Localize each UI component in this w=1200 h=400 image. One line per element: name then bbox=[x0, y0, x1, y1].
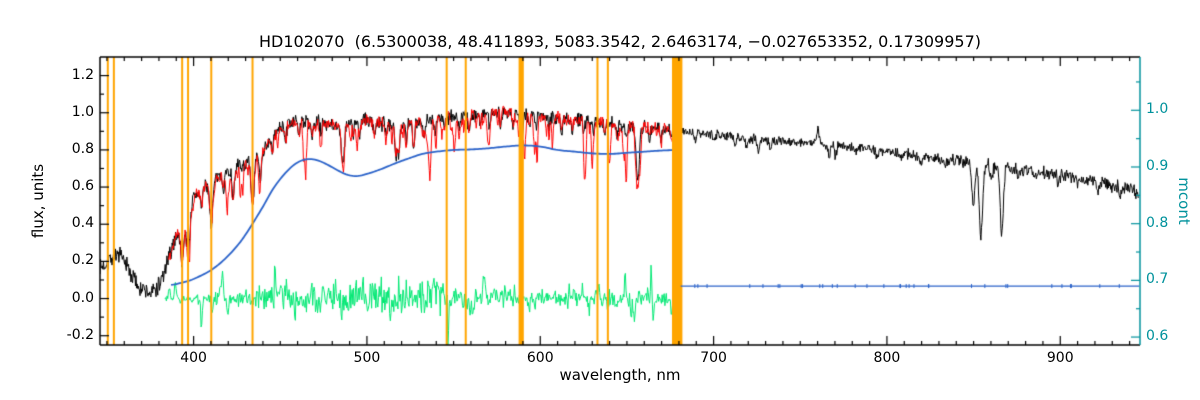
x-tick-label: 400 bbox=[180, 350, 207, 366]
y-right-tick-label: 0.6 bbox=[1146, 328, 1169, 345]
y-right-axis-label: mcont bbox=[1175, 177, 1193, 225]
x-tick-label: 700 bbox=[700, 350, 727, 366]
y-left-axis-label: flux, units bbox=[29, 163, 47, 239]
x-tick-label: 600 bbox=[526, 350, 554, 366]
plot-title: HD102070 (6.5300038, 48.411893, 5083.354… bbox=[258, 32, 982, 51]
y-left-tick-label: 0.8 bbox=[71, 140, 94, 157]
y-left-tick-label: -0.2 bbox=[66, 326, 94, 343]
y-left-tick-label: 0.0 bbox=[71, 289, 94, 306]
y-right-tick-label: 0.7 bbox=[1146, 271, 1169, 288]
y-right-tick-label: 0.8 bbox=[1146, 214, 1169, 231]
y-left-tick-label: 1.0 bbox=[71, 103, 94, 120]
y-left-tick-label: 1.2 bbox=[71, 66, 94, 83]
y-right-tick-label: 1.0 bbox=[1146, 101, 1169, 118]
y-right-tick-label: 0.9 bbox=[1146, 157, 1169, 174]
x-tick-label: 800 bbox=[873, 350, 901, 366]
x-tick-label: 500 bbox=[353, 350, 381, 366]
x-axis-label: wavelength, nm bbox=[559, 366, 681, 384]
x-tick-label: 900 bbox=[1046, 350, 1074, 366]
y-left-tick-label: 0.6 bbox=[71, 178, 94, 195]
y-left-tick-label: 0.4 bbox=[71, 215, 94, 232]
y-left-tick-label: 0.2 bbox=[71, 252, 94, 269]
